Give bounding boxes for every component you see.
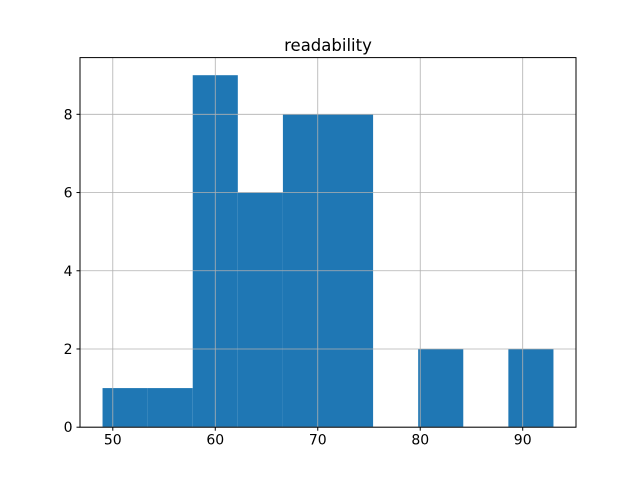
- chart-title: readability: [284, 36, 372, 55]
- x-tick-label: 90: [514, 433, 532, 449]
- y-tick-label: 6: [64, 186, 73, 202]
- y-tick-label: 8: [64, 107, 73, 123]
- axes-layer: 50 60 70 80 90 0 2 4 6 8: [64, 57, 577, 449]
- x-tick-label: 80: [411, 433, 429, 449]
- x-tick-label: 50: [104, 433, 122, 449]
- y-tick-label: 4: [64, 264, 73, 280]
- grid-layer: [80, 57, 576, 428]
- y-tick-label: 0: [64, 420, 73, 436]
- y-tick-label: 2: [64, 342, 73, 358]
- x-tick-label: 60: [206, 433, 224, 449]
- histogram-bar: [508, 348, 554, 428]
- histogram-bar: [102, 388, 148, 428]
- x-tick-label: 70: [309, 433, 327, 449]
- axes-frame: [79, 57, 577, 428]
- histogram-bar: [147, 388, 193, 428]
- histogram-bar: [418, 348, 464, 428]
- bars-layer: [102, 75, 554, 428]
- histogram-bar: [237, 192, 283, 428]
